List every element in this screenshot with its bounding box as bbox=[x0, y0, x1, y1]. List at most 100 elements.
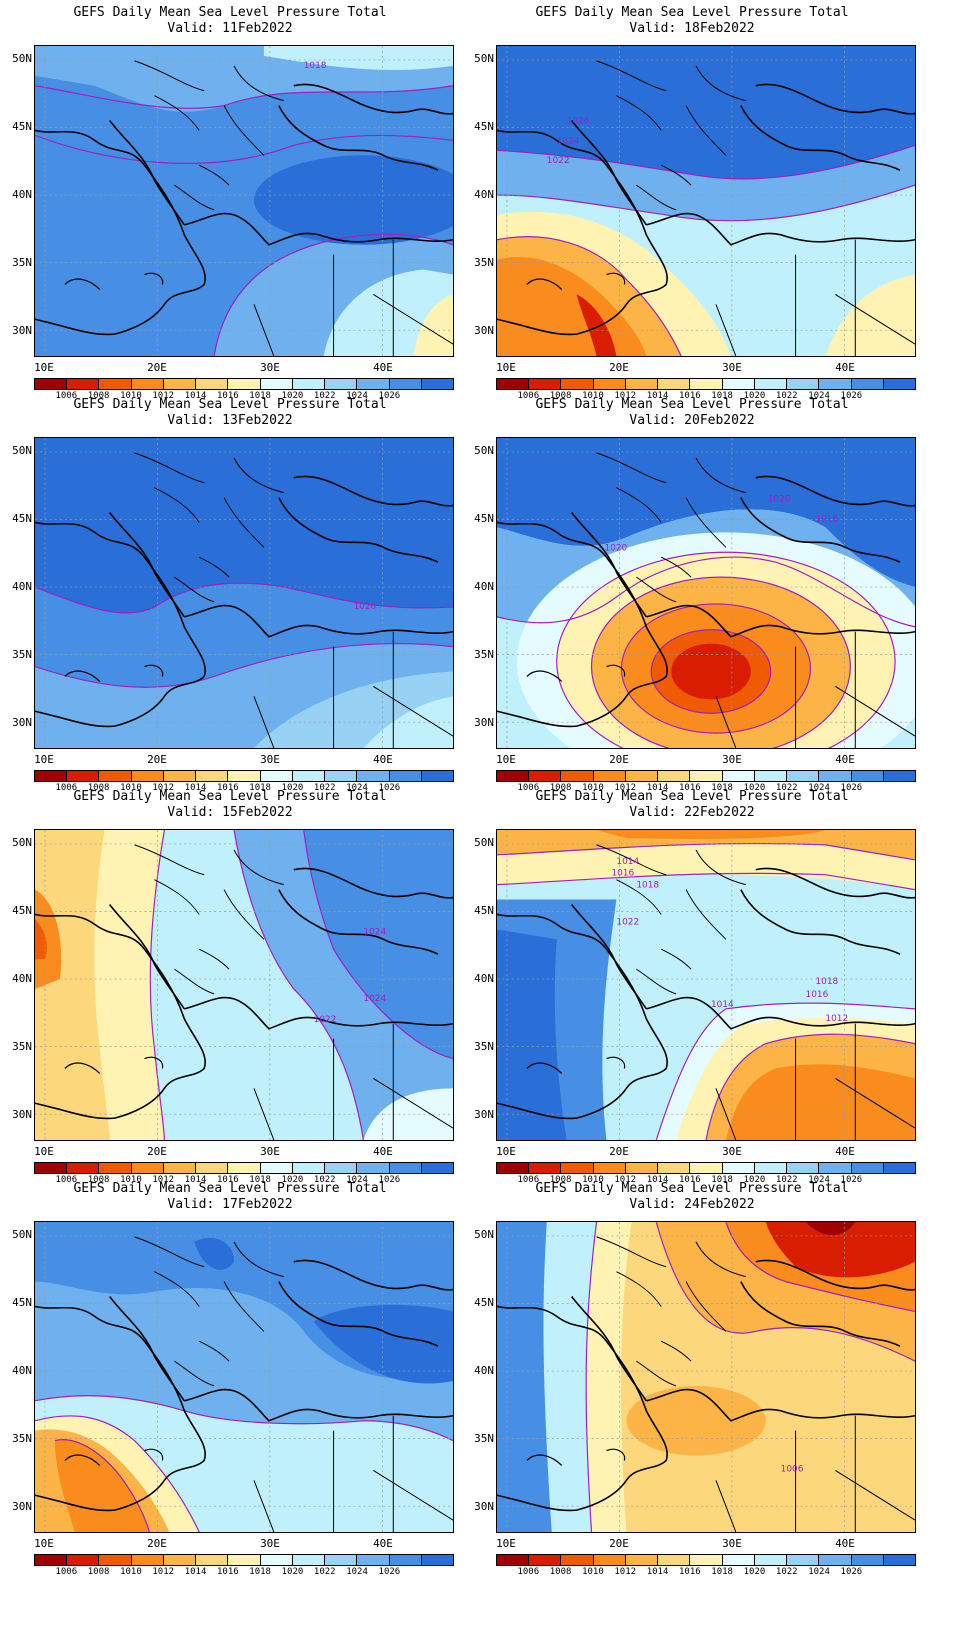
colorbar-swatch bbox=[658, 379, 691, 389]
colorbar-label: 1022 bbox=[775, 391, 798, 401]
colorbar-label: 1012 bbox=[614, 1567, 637, 1577]
longitude-tick-label: 30E bbox=[260, 1537, 280, 1550]
colorbar-swatch bbox=[658, 1555, 691, 1565]
colorbar-swatch bbox=[421, 1555, 454, 1565]
colorbar-swatch bbox=[883, 1555, 916, 1565]
colorbar-label: 1014 bbox=[184, 783, 207, 793]
colorbar-label: 1010 bbox=[120, 783, 142, 793]
longitude-tick-label: 40E bbox=[373, 1145, 393, 1158]
pressure-map: 1024 1024 1022 bbox=[34, 829, 454, 1141]
colorbar-swatch bbox=[67, 1163, 100, 1173]
colorbar-label: 1024 bbox=[346, 1567, 368, 1577]
forecast-panel: GEFS Daily Mean Sea Level Pressure Total… bbox=[462, 0, 922, 401]
contour-label: 1022 bbox=[616, 917, 639, 927]
colorbar-label: 1010 bbox=[582, 1175, 604, 1185]
colorbar-swatch bbox=[529, 379, 562, 389]
colorbar-swatch bbox=[163, 1163, 197, 1173]
panel-valid-date: Valid: 11Feb2022 bbox=[167, 21, 293, 36]
contour-label: 1016 bbox=[611, 869, 634, 879]
colorbar-label: 1016 bbox=[679, 783, 701, 793]
colorbar-swatch bbox=[625, 1555, 659, 1565]
contour-label: 1022 bbox=[547, 156, 570, 166]
colorbar-swatch bbox=[819, 1163, 852, 1173]
colorbar-label: 1022 bbox=[313, 783, 336, 793]
panel-title: GEFS Daily Mean Sea Level Pressure Total bbox=[535, 1181, 849, 1196]
colorbar-label: 1008 bbox=[87, 1567, 110, 1577]
longitude-tick-label: 30E bbox=[722, 361, 742, 374]
colorbar-label: 1018 bbox=[711, 391, 733, 401]
colorbar-label: 1010 bbox=[120, 391, 142, 401]
colorbar-label: 1022 bbox=[775, 1175, 798, 1185]
colorbar-swatch bbox=[228, 771, 261, 781]
colorbar-swatch bbox=[625, 379, 659, 389]
contour-label: 1024 bbox=[363, 994, 386, 1004]
latitude-tick-label: 40N bbox=[474, 188, 494, 201]
latitude-tick-label: 30N bbox=[12, 324, 32, 337]
latitude-tick-label: 45N bbox=[474, 512, 494, 525]
colorbar-swatch bbox=[593, 1555, 626, 1565]
colorbar-label: 1020 bbox=[281, 783, 304, 793]
longitude-tick-label: 10E bbox=[496, 1537, 516, 1550]
colorbar-label: 1026 bbox=[840, 1175, 863, 1185]
colorbar-swatch bbox=[529, 1555, 562, 1565]
colorbar-label: 1018 bbox=[249, 391, 271, 401]
colorbar-label: 1016 bbox=[217, 783, 239, 793]
contour-label: 1016 bbox=[806, 990, 829, 1000]
longitude-tick-label: 10E bbox=[496, 753, 516, 766]
colorbar-swatch bbox=[228, 1163, 261, 1173]
panel-title: GEFS Daily Mean Sea Level Pressure Total bbox=[73, 5, 387, 20]
colorbar-swatch bbox=[883, 771, 916, 781]
colorbar-swatch bbox=[292, 1163, 326, 1173]
contour-label: 1018 bbox=[636, 881, 659, 891]
colorbar-swatch bbox=[497, 771, 530, 781]
colorbar-swatch bbox=[421, 771, 454, 781]
colorbar-swatch bbox=[35, 771, 68, 781]
panel-title: GEFS Daily Mean Sea Level Pressure Total bbox=[535, 397, 849, 412]
pressure-map: 1014 1016 1018 1022 1018 1016 1014 1012 bbox=[496, 829, 916, 1141]
colorbar-label: 1010 bbox=[120, 1567, 142, 1577]
latitude-tick-label: 50N bbox=[474, 1228, 494, 1241]
latitude-tick-label: 35N bbox=[474, 1432, 494, 1445]
colorbar-label: 1018 bbox=[711, 1175, 733, 1185]
colorbar-swatch bbox=[99, 1555, 132, 1565]
latitude-tick-label: 30N bbox=[12, 1108, 32, 1121]
colorbar-swatch bbox=[690, 379, 723, 389]
latitude-tick-label: 35N bbox=[12, 648, 32, 661]
colorbar-label: 1016 bbox=[217, 1175, 239, 1185]
forecast-panel: GEFS Daily Mean Sea Level Pressure Total… bbox=[0, 0, 460, 401]
latitude-tick-label: 30N bbox=[474, 716, 494, 729]
colorbar-swatch bbox=[883, 1163, 916, 1173]
colorbar-swatch bbox=[561, 1555, 594, 1565]
colorbar-label: 1014 bbox=[184, 1175, 207, 1185]
pressure-map bbox=[34, 1221, 454, 1533]
colorbar-label: 1020 bbox=[743, 1567, 766, 1577]
latitude-tick-label: 30N bbox=[12, 716, 32, 729]
longitude-tick-label: 30E bbox=[722, 1537, 742, 1550]
colorbar-label: 1008 bbox=[549, 1567, 572, 1577]
latitude-tick-label: 40N bbox=[12, 580, 32, 593]
longitude-tick-label: 20E bbox=[147, 753, 167, 766]
colorbar-swatch bbox=[561, 771, 594, 781]
colorbar-label: 1022 bbox=[313, 1175, 336, 1185]
colorbar-swatch bbox=[325, 379, 358, 389]
colorbar-label: 1018 bbox=[711, 1567, 733, 1577]
colorbar-label: 1020 bbox=[281, 1175, 304, 1185]
colorbar-swatch bbox=[357, 379, 390, 389]
colorbar bbox=[34, 378, 454, 390]
colorbar-label: 1006 bbox=[55, 1175, 78, 1185]
longitude-tick-label: 40E bbox=[835, 1145, 855, 1158]
colorbar-label: 1016 bbox=[679, 391, 701, 401]
colorbar-swatch bbox=[787, 1163, 820, 1173]
colorbar-swatch bbox=[67, 1555, 100, 1565]
colorbar-swatch bbox=[260, 379, 293, 389]
colorbar-swatch bbox=[851, 1555, 884, 1565]
colorbar-swatch bbox=[497, 1163, 530, 1173]
colorbar-label: 1020 bbox=[281, 1567, 304, 1577]
latitude-tick-label: 50N bbox=[12, 836, 32, 849]
colorbar-label: 1006 bbox=[55, 1567, 78, 1577]
colorbar-swatch bbox=[260, 1163, 293, 1173]
colorbar-label: 1006 bbox=[517, 783, 540, 793]
latitude-tick-label: 35N bbox=[474, 648, 494, 661]
latitude-tick-label: 50N bbox=[12, 1228, 32, 1241]
